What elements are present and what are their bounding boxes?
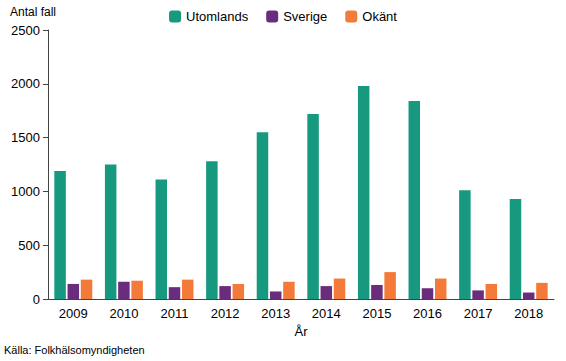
svg-text:Antal fall: Antal fall bbox=[10, 5, 56, 19]
svg-text:2012: 2012 bbox=[211, 306, 240, 321]
svg-text:2013: 2013 bbox=[261, 306, 290, 321]
svg-text:2000: 2000 bbox=[11, 76, 40, 91]
svg-text:2015: 2015 bbox=[362, 306, 391, 321]
svg-text:0: 0 bbox=[33, 292, 40, 307]
svg-text:2009: 2009 bbox=[59, 306, 88, 321]
svg-text:Okänt: Okänt bbox=[362, 9, 397, 24]
svg-text:1500: 1500 bbox=[11, 130, 40, 145]
svg-text:500: 500 bbox=[18, 238, 40, 253]
svg-text:2010: 2010 bbox=[109, 306, 138, 321]
svg-text:2500: 2500 bbox=[11, 23, 40, 38]
svg-text:2018: 2018 bbox=[514, 306, 543, 321]
svg-text:År: År bbox=[295, 324, 309, 339]
svg-text:2017: 2017 bbox=[464, 306, 493, 321]
svg-text:Utomlands: Utomlands bbox=[186, 9, 249, 24]
svg-text:2014: 2014 bbox=[312, 306, 341, 321]
svg-text:1000: 1000 bbox=[11, 184, 40, 199]
svg-text:2016: 2016 bbox=[413, 306, 442, 321]
svg-text:2011: 2011 bbox=[161, 306, 189, 321]
svg-text:Sverige: Sverige bbox=[283, 9, 327, 24]
svg-text:Källa: Folkhälsomyndigheten: Källa: Folkhälsomyndigheten bbox=[4, 344, 145, 356]
